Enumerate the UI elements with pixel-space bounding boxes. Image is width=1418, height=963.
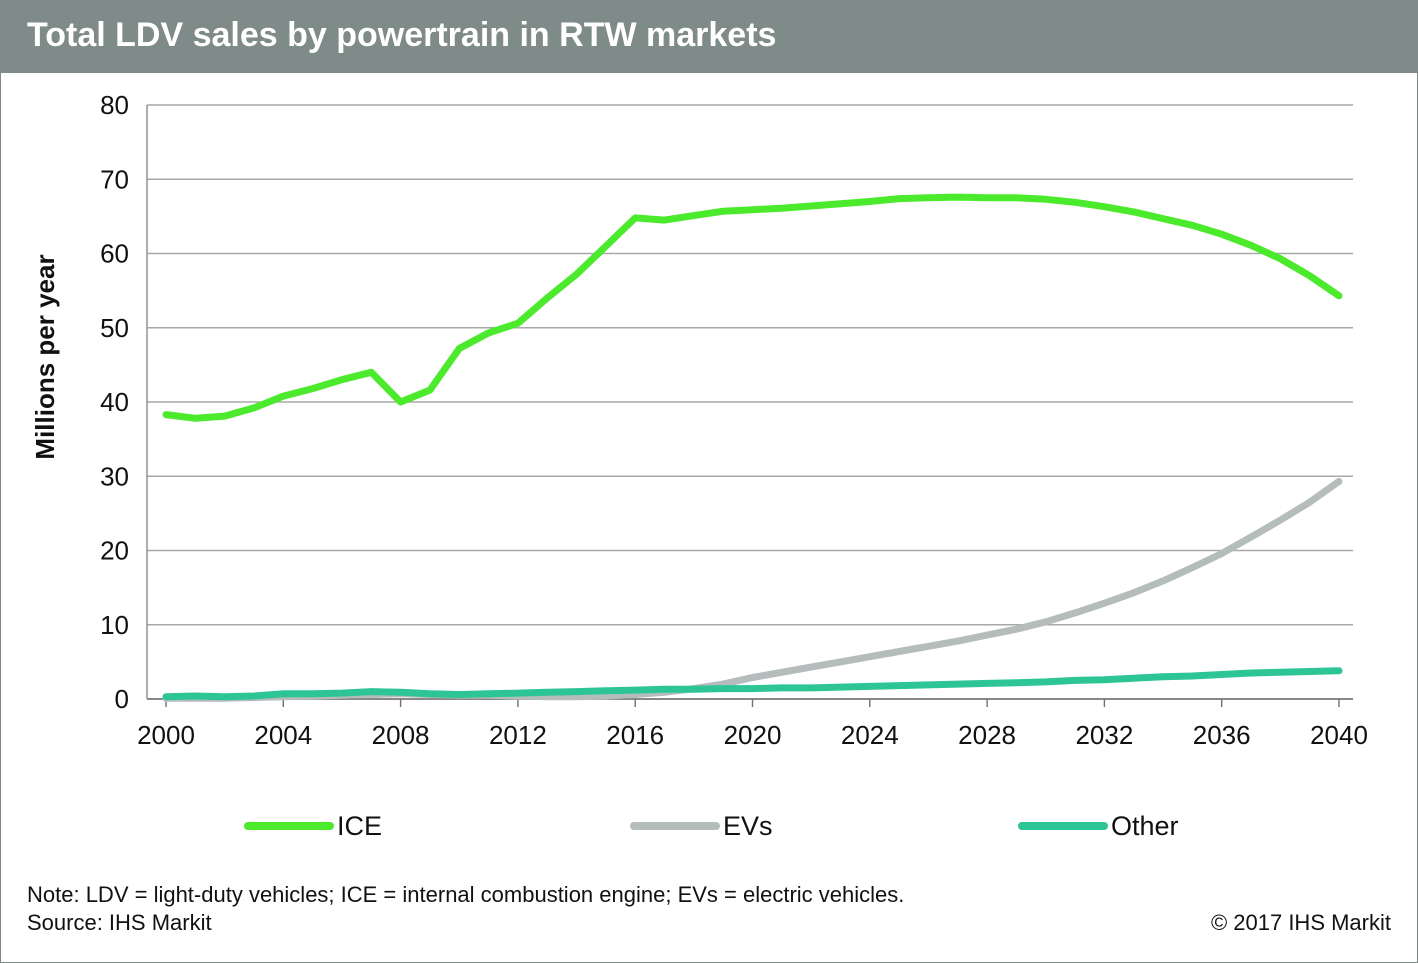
x-tick-label: 2016 bbox=[606, 720, 664, 750]
series-line-other bbox=[162, 667, 1343, 701]
x-tick-label: 2004 bbox=[254, 720, 312, 750]
legend-label-ice: ICE bbox=[337, 811, 382, 841]
x-tick-label: 2024 bbox=[841, 720, 899, 750]
x-tick-label: 2012 bbox=[489, 720, 547, 750]
y-axis-ticks: 0 10 20 30 40 50 60 70 80 bbox=[100, 90, 129, 714]
y-tick-label: 50 bbox=[100, 313, 129, 343]
legend-label-evs: EVs bbox=[723, 811, 773, 841]
legend-label-other: Other bbox=[1111, 811, 1179, 841]
y-tick-label: 10 bbox=[100, 610, 129, 640]
series-line-ice bbox=[162, 193, 1343, 422]
series-line-evs bbox=[162, 477, 1343, 702]
x-tick-label: 2028 bbox=[958, 720, 1016, 750]
y-tick-label: 80 bbox=[100, 90, 129, 120]
series-lines bbox=[162, 193, 1343, 702]
y-tick-label: 30 bbox=[100, 461, 129, 491]
x-tick-label: 2040 bbox=[1310, 720, 1368, 750]
x-tick-label: 2000 bbox=[137, 720, 195, 750]
y-tick-label: 40 bbox=[100, 387, 129, 417]
x-tick-label: 2020 bbox=[724, 720, 782, 750]
x-tick-label: 2008 bbox=[372, 720, 430, 750]
x-tick-label: 2036 bbox=[1193, 720, 1251, 750]
copyright-text: © 2017 IHS Markit bbox=[1210, 910, 1391, 935]
y-tick-label: 60 bbox=[100, 239, 129, 269]
y-axis-label: Millions per year bbox=[30, 254, 60, 459]
y-tick-label: 70 bbox=[100, 164, 129, 194]
y-tick-label: 20 bbox=[100, 536, 129, 566]
chart-title: Total LDV sales by powertrain in RTW mar… bbox=[27, 16, 777, 54]
x-axis-ticks: 2000 2004 2008 2012 2016 2020 2024 2028 2032 2036… bbox=[137, 699, 1368, 750]
gridlines bbox=[146, 104, 1353, 700]
legend: ICE EVs Other bbox=[244, 811, 1179, 841]
y-tick-label: 0 bbox=[115, 684, 129, 714]
note-text: Note: LDV = light-duty vehicles; ICE = i… bbox=[27, 882, 905, 907]
title-bar: Total LDV sales by powertrain in RTW mar… bbox=[1, 1, 1417, 73]
source-text: Source: IHS Markit bbox=[27, 910, 212, 935]
x-tick-label: 2032 bbox=[1075, 720, 1133, 750]
